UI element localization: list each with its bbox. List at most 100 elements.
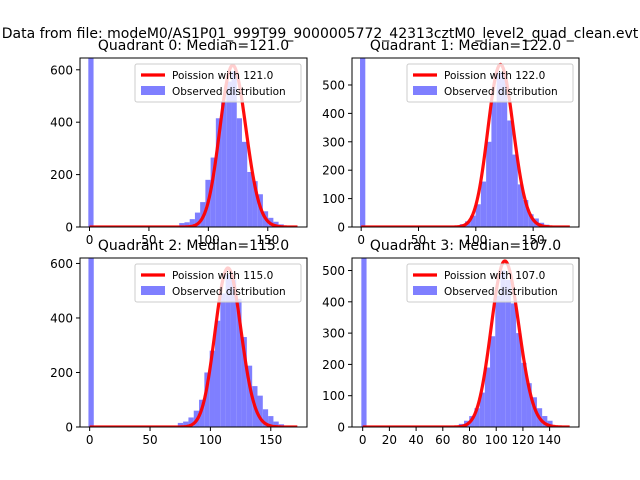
histogram-bar: [517, 184, 524, 227]
legend-fit-label: Poission with 122.0: [444, 70, 545, 82]
x-tick-label: 140: [538, 433, 561, 447]
histogram-bar: [484, 367, 491, 427]
histogram-bar: [523, 200, 529, 227]
legend: Poission with 115.0 Observed distribution: [134, 263, 302, 303]
histogram-bar: [88, 58, 94, 227]
axes-frame: [351, 57, 580, 228]
y-tick-label: 200: [322, 164, 345, 178]
histogram-bar: [516, 333, 522, 427]
histogram-bar: [273, 421, 279, 427]
y-tick-label: 600: [50, 257, 73, 271]
histogram-bar: [231, 71, 237, 227]
histogram-bar: [475, 204, 481, 227]
y-tick-label: 600: [50, 63, 73, 77]
legend-box: [134, 63, 302, 103]
legend-hist-label: Observed distribution: [172, 86, 286, 98]
histogram-bar: [361, 258, 367, 427]
x-tick-label: 0: [357, 233, 365, 247]
y-tick-label: 100: [322, 389, 345, 403]
x-tick-label: 120: [511, 433, 534, 447]
histogram-bar: [531, 397, 537, 427]
histogram-bar: [88, 258, 94, 427]
histogram-bar: [360, 58, 366, 227]
y-tick-label: 300: [322, 327, 345, 341]
x-tick-label: 100: [197, 233, 220, 247]
histogram-bar: [194, 212, 201, 227]
quadrant-panel-2: 0 50 100 150 0 200 400 600 Poission with 115.0 Ob…: [50, 238, 308, 447]
x-tick-label: 0: [359, 433, 367, 447]
histogram-bar: [496, 72, 502, 227]
x-tick-label: 150: [256, 233, 279, 247]
y-tick-label: 0: [337, 421, 345, 435]
histogram-bar: [225, 274, 231, 427]
histogram-bar: [512, 154, 518, 227]
panel-title: Quadrant 0: Median=121.0: [98, 38, 289, 54]
histogram-bar: [221, 101, 227, 227]
x-tick-label: 100: [464, 233, 487, 247]
quadrant-panel-0: 0 50 100 150 0 200 400 600 Poission with 121.0 Ob…: [50, 38, 308, 247]
x-tick-label: 0: [86, 233, 94, 247]
histogram-bar: [177, 422, 184, 427]
histogram-bar: [501, 73, 508, 227]
legend: Poission with 107.0 Observed distribution: [406, 263, 574, 303]
panel-title: Quadrant 1: Median=122.0: [370, 38, 561, 54]
histogram-bar: [491, 102, 497, 227]
legend-fit-label: Poission with 107.0: [444, 270, 545, 282]
y-tick-label: 0: [65, 421, 73, 435]
legend-hist-swatch: [141, 286, 165, 295]
axes-frame: [79, 57, 308, 228]
panel-title: Quadrant 2: Median=115.0: [98, 238, 289, 254]
histogram-bar: [226, 81, 232, 227]
x-tick-label: 60: [435, 433, 450, 447]
histogram-bar: [510, 303, 517, 427]
y-tick-label: 400: [322, 107, 345, 121]
histogram-bar: [526, 383, 532, 427]
poisson-fit-line: [360, 62, 571, 227]
histogram-bar: [247, 171, 253, 227]
histogram-bar: [215, 118, 222, 227]
x-tick-label: 0: [86, 433, 94, 447]
y-tick-label: 500: [322, 264, 345, 278]
histogram-bar: [257, 395, 263, 427]
y-tick-label: 300: [322, 135, 345, 149]
histogram-bar: [474, 408, 480, 427]
x-tick-label: 50: [142, 433, 157, 447]
poisson-fit-line: [89, 266, 298, 427]
legend-hist-label: Observed distribution: [444, 86, 558, 98]
histogram-bar: [204, 372, 210, 427]
x-tick-label: 150: [259, 433, 282, 447]
plot-area: [361, 258, 571, 427]
histogram-bar: [500, 270, 506, 427]
histogram-bar: [188, 417, 194, 427]
histogram-bar: [521, 362, 527, 427]
figure-suptitle: Data from file: modeM0/AS1P01_999T99_900…: [2, 26, 639, 42]
plot-area: [88, 258, 298, 427]
x-tick-label: 80: [462, 433, 477, 447]
legend-box: [406, 63, 574, 103]
legend-hist-label: Observed distribution: [172, 286, 286, 298]
legend-hist-swatch: [413, 86, 437, 95]
y-tick-label: 400: [322, 295, 345, 309]
histogram-bar: [189, 219, 195, 227]
histogram-bar: [210, 157, 216, 227]
x-tick-label: 50: [141, 233, 156, 247]
histogram-bar: [230, 279, 237, 427]
histogram-bar: [209, 350, 215, 427]
histogram-bar: [486, 141, 492, 227]
y-tick-label: 500: [322, 78, 345, 92]
y-tick-label: 400: [50, 311, 73, 325]
histogram-bar: [241, 337, 247, 427]
x-tick-label: 100: [199, 433, 222, 447]
x-tick-label: 50: [411, 233, 426, 247]
histogram-bar: [505, 279, 511, 427]
axes-frame: [79, 257, 308, 428]
legend-box: [406, 263, 574, 303]
poisson-fit-line: [88, 63, 299, 227]
y-tick-label: 0: [65, 221, 73, 235]
y-tick-label: 200: [50, 168, 73, 182]
histogram-bar: [252, 181, 258, 227]
poisson-fit-line: [362, 259, 571, 427]
